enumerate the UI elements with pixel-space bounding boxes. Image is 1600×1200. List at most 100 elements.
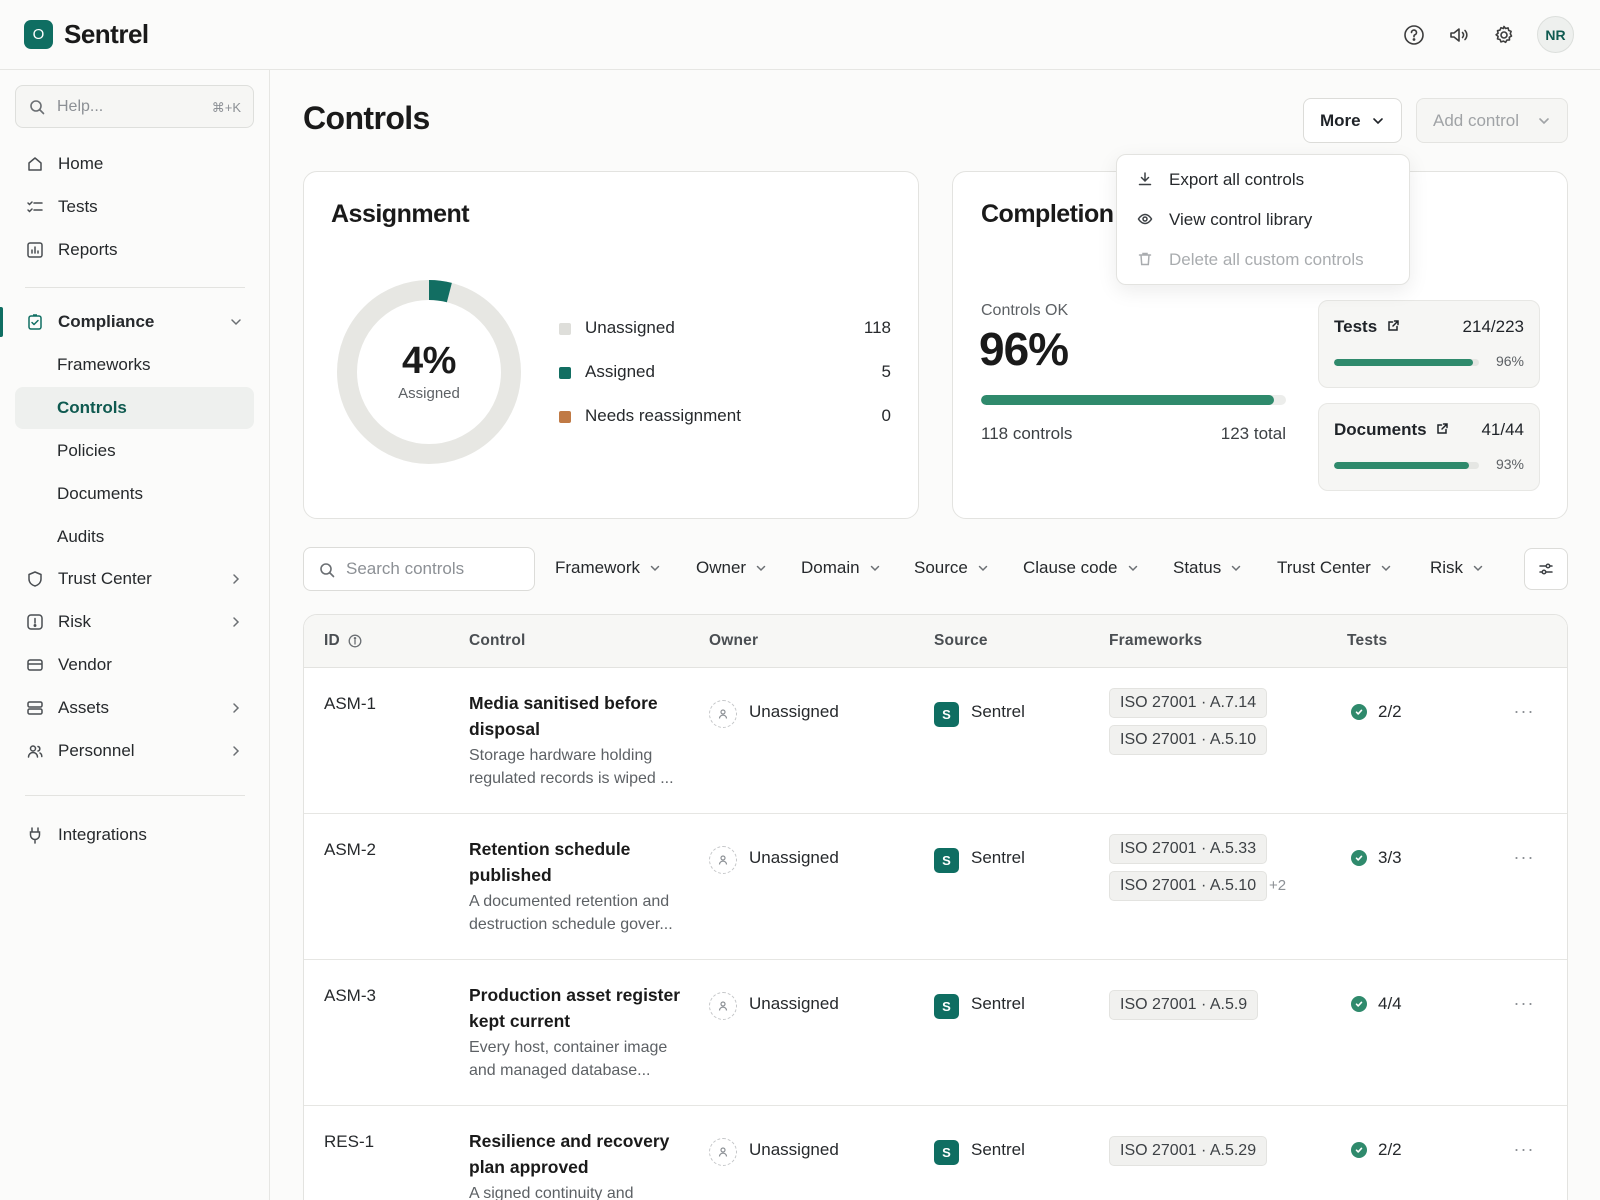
column-header-owner[interactable]: Owner <box>709 632 759 649</box>
eye-icon <box>1137 211 1153 227</box>
documents-summary-label: Documents <box>1334 420 1427 439</box>
controls-ok-progress <box>981 395 1286 405</box>
more-button[interactable]: More <box>1303 98 1402 143</box>
sidebar-item-personnel[interactable]: Personnel <box>15 731 254 771</box>
column-header-source[interactable]: Source <box>934 632 988 649</box>
search-controls[interactable] <box>303 547 535 591</box>
control-title[interactable]: Resilience and recovery plan approved <box>469 1131 670 1177</box>
table-row[interactable]: ASM-3 Production asset register kept cur… <box>304 960 1567 1106</box>
sidebar-item-vendor[interactable]: Vendor <box>15 645 254 685</box>
filter-source[interactable]: Source <box>914 556 989 580</box>
help-search[interactable]: Help... ⌘+K <box>15 85 254 128</box>
control-description: A signed continuity and <box>469 1185 634 1200</box>
sidebar-sub-frameworks[interactable]: Frameworks <box>15 344 254 386</box>
sidebar-item-label: Vendor <box>58 655 112 674</box>
filter-trust-center[interactable]: Trust Center <box>1277 556 1392 580</box>
column-header-frameworks[interactable]: Frameworks <box>1109 632 1203 649</box>
menu-item-label: Delete all custom controls <box>1169 250 1364 269</box>
sidebar-item-risk[interactable]: Risk <box>15 602 254 642</box>
table-row[interactable]: ASM-2 Retention schedule published A doc… <box>304 814 1567 960</box>
sidebar-item-tests[interactable]: Tests <box>15 187 254 227</box>
search-shortcut: ⌘+K <box>211 100 241 115</box>
menu-view-control-library[interactable]: View control library <box>1125 201 1401 237</box>
chevron-right-icon <box>229 615 243 629</box>
control-id: ASM-3 <box>324 986 376 1005</box>
reports-icon <box>26 241 44 259</box>
framework-more-count[interactable]: +2 <box>1269 877 1287 894</box>
documents-progress-fill <box>1334 462 1469 469</box>
column-header-id[interactable]: ID <box>324 632 340 649</box>
user-avatar[interactable]: NR <box>1537 16 1574 53</box>
app-logo[interactable]: O <box>24 20 53 49</box>
search-controls-input[interactable] <box>346 548 526 590</box>
column-header-control[interactable]: Control <box>469 632 526 649</box>
external-link-icon <box>1387 319 1400 332</box>
sidebar-divider <box>25 795 245 796</box>
table-row[interactable]: RES-1 Resilience and recovery plan appro… <box>304 1106 1567 1200</box>
donut-percent: 4% <box>402 340 456 382</box>
sidebar-item-reports[interactable]: Reports <box>15 230 254 270</box>
risk-icon <box>26 613 44 631</box>
user-placeholder-icon[interactable] <box>709 1138 737 1166</box>
sidebar-sub-label: Documents <box>57 484 143 503</box>
filter-owner[interactable]: Owner <box>696 556 767 580</box>
control-title[interactable]: Retention schedule published <box>469 839 631 885</box>
documents-summary-card[interactable]: Documents 41/44 93% <box>1318 403 1540 491</box>
legend-label: Assigned <box>585 362 655 381</box>
user-placeholder-icon[interactable] <box>709 846 737 874</box>
control-title[interactable]: Production asset register kept current <box>469 985 681 1031</box>
filter-framework[interactable]: Framework <box>555 556 661 580</box>
filter-domain[interactable]: Domain <box>801 556 881 580</box>
framework-tag: ISO 27001 · A.5.9 <box>1109 990 1259 1020</box>
tests-summary-card[interactable]: Tests 214/223 96% <box>1318 300 1540 388</box>
documents-percent: 93% <box>1495 456 1524 472</box>
filter-status[interactable]: Status <box>1173 556 1242 580</box>
sidebar-item-trust-center[interactable]: Trust Center <box>15 559 254 599</box>
settings-icon[interactable] <box>1491 22 1517 48</box>
filter-risk[interactable]: Risk <box>1430 556 1484 580</box>
sidebar-sub-controls[interactable]: Controls <box>15 387 254 429</box>
sidebar-item-compliance[interactable]: Compliance <box>15 302 254 342</box>
sidebar-sub-documents[interactable]: Documents <box>15 473 254 515</box>
row-more-icon[interactable]: ··· <box>1513 700 1535 721</box>
sidebar-sub-audits[interactable]: Audits <box>15 516 254 558</box>
legend-swatch <box>559 323 571 335</box>
check-circle-icon <box>1351 1142 1367 1158</box>
row-more-icon[interactable]: ··· <box>1513 846 1535 867</box>
table-row[interactable]: ASM-1 Media sanitised before disposal St… <box>304 668 1567 814</box>
sidebar-item-home[interactable]: Home <box>15 144 254 184</box>
add-control-label: Add control <box>1433 110 1519 130</box>
legend-label: Unassigned <box>585 318 675 337</box>
filter-label: Risk <box>1430 558 1464 577</box>
menu-export-all-controls[interactable]: Export all controls <box>1125 161 1401 197</box>
check-circle-icon <box>1351 704 1367 720</box>
filter-clause-code[interactable]: Clause code <box>1023 556 1139 580</box>
sidebar-item-label: Home <box>58 154 104 173</box>
column-header-tests[interactable]: Tests <box>1347 632 1388 649</box>
more-menu: Export all controls View control library… <box>1116 154 1410 285</box>
row-more-icon[interactable]: ··· <box>1513 992 1535 1013</box>
shield-icon <box>26 570 44 588</box>
app-name: Sentrel <box>64 19 149 49</box>
add-control-button[interactable]: Add control <box>1416 98 1568 143</box>
filter-label: Trust Center <box>1277 558 1371 577</box>
info-icon[interactable] <box>348 634 362 648</box>
sidebar-sub-policies[interactable]: Policies <box>15 430 254 472</box>
filter-settings-button[interactable] <box>1524 548 1568 590</box>
control-description: A documented retention and destruction s… <box>469 893 673 933</box>
sidebar-item-label: Integrations <box>58 825 147 844</box>
control-title[interactable]: Media sanitised before disposal <box>469 693 658 739</box>
menu-item-label: Export all controls <box>1169 170 1305 189</box>
sidebar-item-integrations[interactable]: Integrations <box>15 815 254 855</box>
user-placeholder-icon[interactable] <box>709 992 737 1020</box>
user-placeholder-icon[interactable] <box>709 700 737 728</box>
sidebar-item-label: Risk <box>58 612 92 631</box>
sidebar-item-assets[interactable]: Assets <box>15 688 254 728</box>
announcement-icon[interactable] <box>1446 22 1472 48</box>
row-more-icon[interactable]: ··· <box>1513 1138 1535 1159</box>
tests-summary-label: Tests <box>1334 317 1378 336</box>
owner-label: Unassigned <box>749 702 839 721</box>
sidebar-item-label: Compliance <box>58 312 155 331</box>
help-icon[interactable] <box>1401 22 1427 48</box>
menu-delete-all-custom-controls[interactable]: Delete all custom controls <box>1125 241 1401 277</box>
